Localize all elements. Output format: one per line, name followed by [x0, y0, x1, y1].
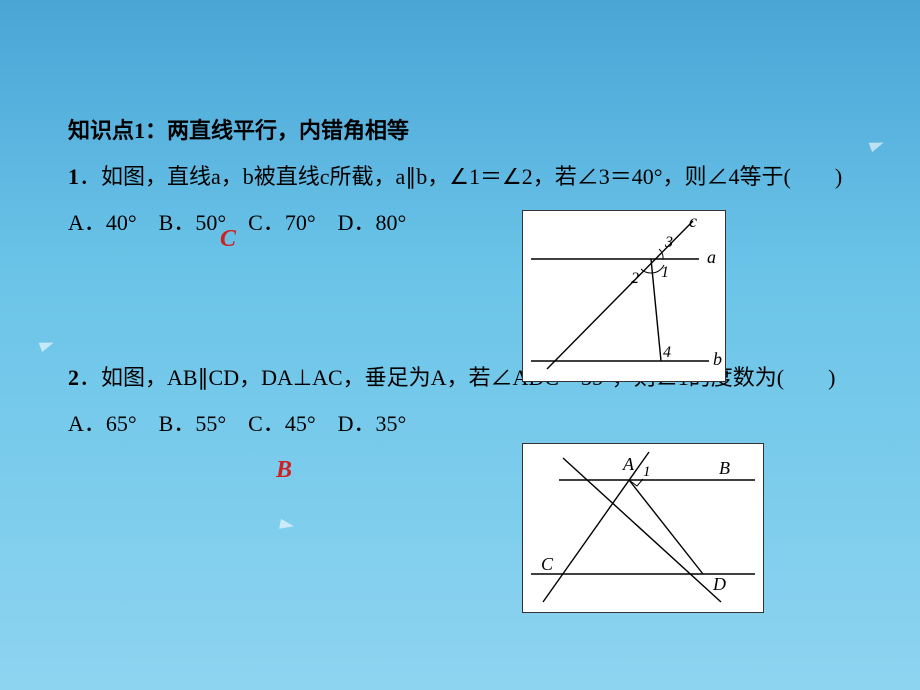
label-D: D	[712, 574, 726, 594]
label-angle3: 3	[664, 234, 673, 251]
q1-choices: A．40° B．50° C．70° D．80°	[68, 200, 870, 246]
question-1: 1．如图，直线a，b被直线c所截，a∥b，∠1＝∠2，若∠3＝40°，则∠4等于…	[68, 154, 870, 246]
knowledge-point-heading: 知识点1：两直线平行，内错角相等	[68, 108, 870, 154]
label-angle1b: 1	[643, 464, 651, 480]
slide-content: 知识点1：两直线平行，内错角相等 1．如图，直线a，b被直线c所截，a∥b，∠1…	[68, 108, 870, 447]
q2-figure: A B C D 1	[522, 443, 764, 613]
q2-choices: A．65° B．55° C．45° D．35°	[68, 401, 870, 447]
q1-figure: a b c 3 1 2 4	[522, 210, 726, 382]
label-A: A	[622, 454, 635, 474]
q2-answer: B	[276, 445, 292, 495]
decoration-plane	[39, 338, 56, 352]
label-angle2: 2	[631, 270, 639, 287]
label-c: c	[689, 211, 697, 231]
label-C: C	[541, 554, 554, 574]
label-angle1: 1	[661, 264, 669, 281]
q1-number: 1	[68, 164, 79, 189]
label-B: B	[719, 458, 730, 478]
question-2: 2．如图，AB∥CD，DA⊥AC，垂足为A，若∠ADC＝35°，则∠1的度数为(…	[68, 355, 870, 447]
label-b: b	[713, 349, 722, 369]
decoration-plane	[869, 138, 886, 152]
label-a: a	[707, 247, 716, 267]
q2-number: 2	[68, 365, 79, 390]
decoration-plane	[279, 519, 295, 531]
label-angle4: 4	[663, 344, 671, 361]
q1-answer: C	[220, 214, 236, 264]
q1-stem: ．如图，直线a，b被直线c所截，a∥b，∠1＝∠2，若∠3＝40°，则∠4等于(…	[79, 164, 842, 189]
